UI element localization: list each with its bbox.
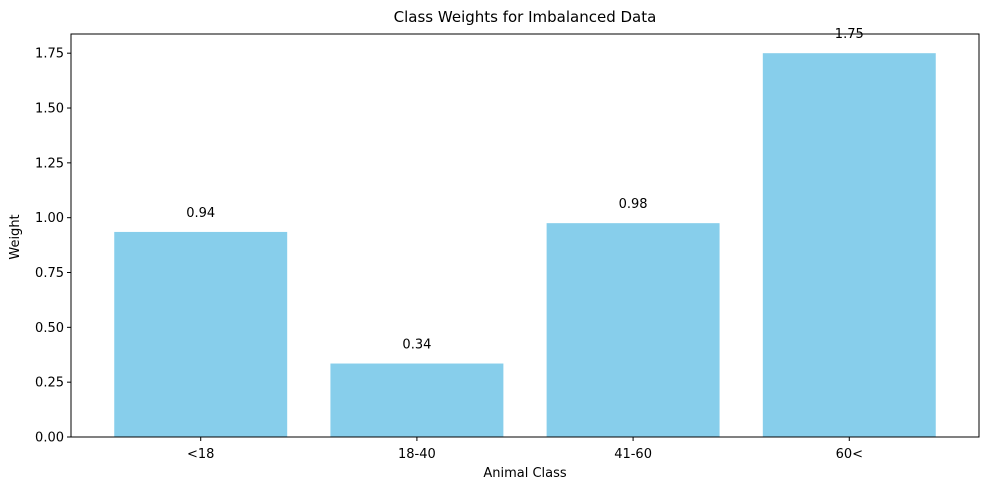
- plot-frame: [70, 33, 980, 438]
- y-tick-label-0: 0.00: [35, 431, 64, 446]
- bar-labels-layer: 0.94 0.34 0.98 1.75: [186, 27, 864, 352]
- bars-layer: [114, 53, 936, 437]
- y-tick-label-5: 1.25: [35, 156, 64, 171]
- y-tick-label-4: 1.00: [35, 211, 64, 226]
- bar-value-label-2: 0.98: [619, 197, 648, 212]
- y-tick-label-7: 1.75: [35, 47, 64, 62]
- bar-value-label-1: 0.34: [402, 338, 431, 353]
- bar-0: [114, 231, 288, 437]
- x-tick-label-3: 60<: [836, 447, 863, 462]
- chart-title: Class Weights for Imbalanced Data: [394, 8, 657, 26]
- x-tick-label-1: 18-40: [398, 447, 436, 462]
- bar-3: [762, 53, 936, 437]
- y-tick-label-6: 1.50: [35, 102, 64, 117]
- x-tick-label-2: 41-60: [614, 447, 652, 462]
- bar-value-label-0: 0.94: [186, 206, 215, 221]
- y-tick-label-2: 0.50: [35, 321, 64, 336]
- x-axis: <18 18-40 41-60 60<: [187, 437, 863, 462]
- y-tick-label-1: 0.25: [35, 376, 64, 391]
- y-tick-label-3: 0.75: [35, 266, 64, 281]
- bar-2: [546, 223, 720, 437]
- bar-1: [330, 363, 504, 437]
- bar-value-label-3: 1.75: [835, 27, 864, 42]
- y-axis-title: Weight: [8, 214, 23, 259]
- y-axis: 0.00 0.25 0.50 0.75 1.00 1.25 1.50 1.75: [35, 47, 71, 446]
- x-axis-title: Animal Class: [483, 466, 567, 481]
- x-tick-label-0: <18: [187, 447, 214, 462]
